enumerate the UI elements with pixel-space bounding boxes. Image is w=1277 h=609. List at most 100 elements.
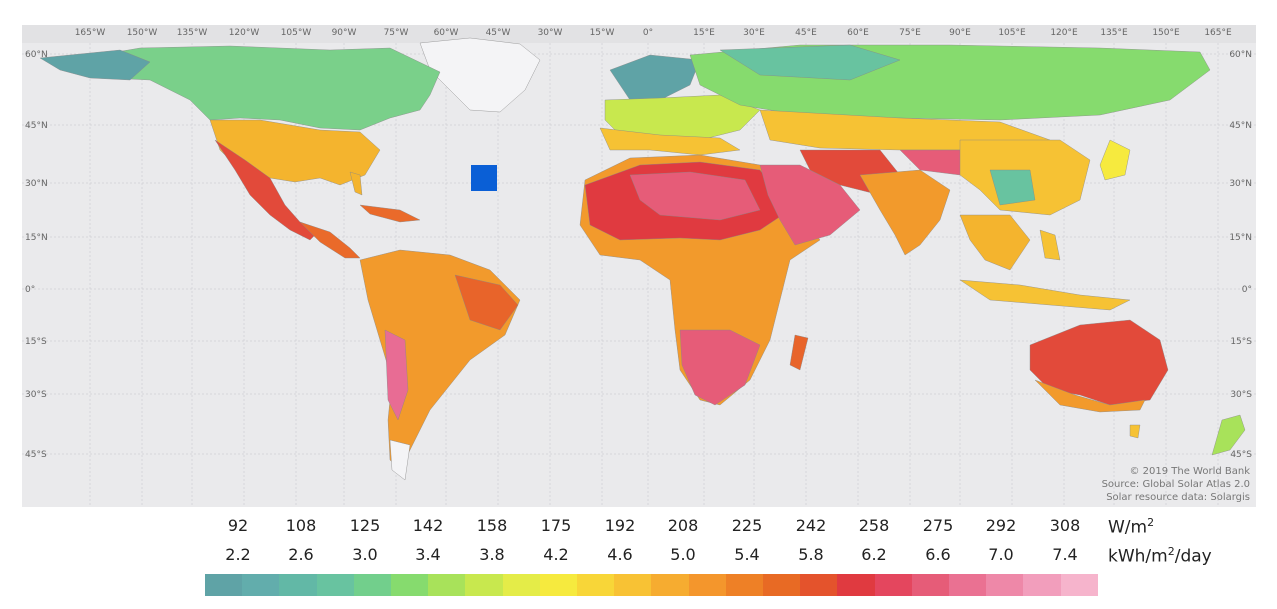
legend-watts-value: 125 xyxy=(349,516,381,535)
legend-color-swatch xyxy=(539,574,578,596)
caribbean xyxy=(359,204,421,223)
longitude-label: 150°E xyxy=(1152,28,1180,38)
legend-color-swatch xyxy=(614,574,652,596)
longitude-label: 120°W xyxy=(229,28,260,38)
siberia-teal xyxy=(719,44,901,81)
southeast-asia xyxy=(959,214,1031,271)
legend-color-swatch xyxy=(391,574,429,596)
watts-unit-sup: 2 xyxy=(1147,516,1155,529)
legend-kwh-value: 2.2 xyxy=(225,545,251,564)
europe xyxy=(604,94,761,141)
legend-color-swatch xyxy=(688,574,726,596)
legend-color-swatch xyxy=(651,574,689,596)
legend-color-swatch xyxy=(242,574,280,596)
legend-kwh-value: 3.0 xyxy=(352,545,378,564)
legend-color-swatch xyxy=(837,574,875,596)
legend-color-swatch xyxy=(949,574,987,596)
kwh-unit-post: /day xyxy=(1174,546,1212,567)
longitude-label: 135°W xyxy=(177,28,208,38)
location-marker[interactable] xyxy=(471,165,497,191)
legend-color-swatch xyxy=(353,574,392,596)
legend-color-swatch xyxy=(1023,574,1061,596)
legend-color-swatch xyxy=(725,574,764,596)
longitude-label: 165°E xyxy=(1204,28,1232,38)
legend-color-swatch xyxy=(502,574,540,596)
longitude-label: 135°E xyxy=(1100,28,1128,38)
latitude-label: 45°S xyxy=(1230,450,1252,460)
legend-color-swatch xyxy=(1060,574,1098,596)
new-zealand xyxy=(1211,414,1246,456)
north-america-north xyxy=(69,45,441,131)
longitude-label: 45°W xyxy=(486,28,511,38)
latitude-label: 60°N xyxy=(1229,50,1252,60)
legend-kwh-value: 6.2 xyxy=(861,545,887,564)
philippines xyxy=(1039,229,1061,261)
longitude-label: 75°W xyxy=(384,28,409,38)
atacama xyxy=(384,329,409,421)
sahara-pink xyxy=(629,171,761,221)
longitude-label: 15°E xyxy=(693,28,715,38)
legend-kwh-value: 3.4 xyxy=(415,545,441,564)
legend-kwh-value: 7.0 xyxy=(988,545,1014,564)
legend-watts-value: 158 xyxy=(476,516,508,535)
sichuan xyxy=(989,169,1036,206)
legend-color-swatch xyxy=(763,574,801,596)
legend-watts-value: 92 xyxy=(227,516,249,535)
longitude-label: 15°W xyxy=(590,28,615,38)
legend-watts-value: 108 xyxy=(285,516,317,535)
japan xyxy=(1099,139,1131,181)
longitude-label: 30°W xyxy=(538,28,563,38)
legend-color-swatch xyxy=(205,574,243,596)
longitude-label: 150°W xyxy=(127,28,158,38)
credit-line-3: Solar resource data: Solargis xyxy=(1106,492,1250,503)
legend-color-swatch xyxy=(874,574,912,596)
legend-kwh-value: 5.8 xyxy=(798,545,824,564)
legend-kwh-value: 7.4 xyxy=(1052,545,1078,564)
longitude-label: 30°E xyxy=(743,28,765,38)
kwh-unit-pre: kWh/m xyxy=(1108,546,1168,567)
legend-color-swatch xyxy=(986,574,1024,596)
latitude-label: 15°S xyxy=(1230,337,1252,347)
longitude-band xyxy=(22,25,1256,43)
landmasses xyxy=(39,37,1246,481)
legend-kwh-value: 4.2 xyxy=(543,545,569,564)
longitude-label: 0° xyxy=(643,28,653,38)
legend-kwh-value: 5.0 xyxy=(670,545,696,564)
legend-kwh-value: 2.6 xyxy=(288,545,314,564)
latitude-label: 15°N xyxy=(1229,233,1252,243)
longitude-label: 90°W xyxy=(332,28,357,38)
legend-color-swatch xyxy=(316,574,354,596)
watts-unit-base: W/m xyxy=(1108,517,1148,538)
legend-color-swatch xyxy=(279,574,317,596)
latitude-label: 45°N xyxy=(1229,121,1252,131)
longitude-label: 60°E xyxy=(847,28,869,38)
latitude-label: 15°S xyxy=(25,337,47,347)
latitude-label: 45°N xyxy=(25,121,48,131)
latitude-label: 15°N xyxy=(25,233,48,243)
latitude-label: 30°S xyxy=(25,390,47,400)
latitude-label: 45°S xyxy=(25,450,47,460)
greenland xyxy=(419,37,541,113)
central-america xyxy=(299,221,361,259)
kwh-unit-sup: 2 xyxy=(1167,545,1175,558)
legend-color-swatch xyxy=(465,574,503,596)
longitude-label: 165°W xyxy=(75,28,106,38)
latitude-label: 0° xyxy=(25,285,35,295)
latitude-label: 30°S xyxy=(1230,390,1252,400)
legend-watts-value: 275 xyxy=(922,516,954,535)
legend-kwh-value: 3.8 xyxy=(479,545,505,564)
legend-watts-value: 208 xyxy=(667,516,699,535)
legend-watts-value: 258 xyxy=(858,516,890,535)
latitude-label: 30°N xyxy=(1229,179,1252,189)
latitude-label: 60°N xyxy=(25,50,48,60)
patagonia xyxy=(389,439,411,481)
north-america-teal xyxy=(39,49,151,81)
southern-europe xyxy=(599,127,741,156)
indonesia xyxy=(959,279,1131,311)
legend-watts-unit: W/m2 xyxy=(1108,516,1154,538)
legend-color-swatch xyxy=(428,574,466,596)
latitude-labels: 60°N 60°N 45°N 45°N 30°N 30°N 15°N 15°N 0° 0° 15°S… xyxy=(25,50,1252,460)
legend-watts-value: 192 xyxy=(604,516,636,535)
longitude-label: 60°W xyxy=(434,28,459,38)
longitude-label: 45°E xyxy=(795,28,817,38)
